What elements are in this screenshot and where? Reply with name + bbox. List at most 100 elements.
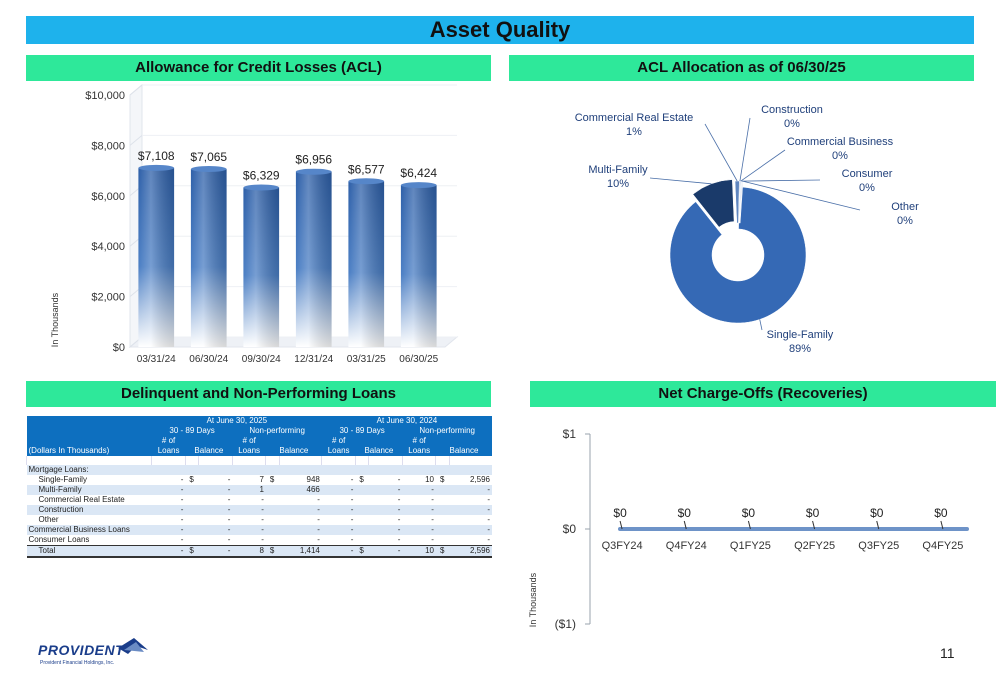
table-cell — [265, 495, 280, 505]
table-cell — [355, 485, 369, 495]
donut-label-pct: 0% — [897, 215, 913, 227]
table-cell: - — [368, 525, 403, 535]
table-cell: 948 — [279, 475, 322, 485]
bar-data-label: $6,424 — [400, 166, 437, 180]
table-row: Single-Family - $ -7 $948- $ -10 $2,596 — [26, 475, 492, 485]
header-num-of: # of — [151, 436, 186, 446]
row-label: Commercial Business Loans — [26, 525, 152, 535]
table-cell — [265, 535, 280, 546]
table-row: Other - - - - - - - - — [26, 515, 492, 525]
header-num-of: # of — [402, 436, 436, 446]
table-cell: - — [151, 495, 186, 505]
header-balance: Balance — [355, 446, 403, 456]
table-cell: $ — [265, 545, 280, 558]
table-cell — [185, 485, 199, 495]
table-cell — [185, 525, 199, 535]
donut-leader-line — [759, 319, 763, 331]
bar-06/30/25 — [400, 182, 437, 347]
table-cell — [355, 515, 369, 525]
row-label: Multi-Family — [26, 485, 152, 495]
table-row: Commercial Real Estate - - - - - - - - — [26, 495, 492, 505]
page-title: Asset Quality — [26, 16, 974, 44]
x-tick-label: Q2FY25 — [794, 540, 835, 552]
table-cell — [355, 505, 369, 515]
data-label-leader — [683, 520, 687, 530]
bar-shading — [243, 187, 280, 347]
delinquent-section-header: Delinquent and Non-Performing Loans — [26, 381, 491, 407]
donut-leader-line — [740, 149, 786, 182]
table-cell — [435, 535, 450, 546]
header-np-2024: Non-performing — [402, 426, 492, 436]
table-cell: - — [321, 505, 356, 515]
table-cell: - — [449, 525, 492, 535]
table-cell: 2,596 — [449, 475, 492, 485]
bar-data-label: $7,108 — [138, 149, 175, 163]
header-loans: Loans — [232, 446, 266, 456]
table-cell: - — [449, 515, 492, 525]
table-cell: $ — [435, 475, 450, 485]
table-cell — [265, 505, 280, 515]
table-cell: - — [402, 505, 436, 515]
table-cell: 2,596 — [449, 545, 492, 558]
bar-data-label: $7,065 — [190, 150, 227, 164]
table-cell — [435, 485, 450, 495]
table-cell: - — [198, 505, 233, 515]
table-cell: $ — [435, 545, 450, 558]
table-cell: - — [402, 485, 436, 495]
donut-leader-line — [649, 177, 712, 185]
table-cell: - — [321, 475, 356, 485]
table-row: Commercial Business Loans - - - - - - - - — [26, 525, 492, 535]
table-cell — [435, 525, 450, 535]
header-num-of: # of — [321, 436, 356, 446]
table-cell: - — [279, 535, 322, 546]
donut-label-pct: 89% — [789, 343, 811, 355]
provident-logo: PROVIDENT Provident Financial Holdings, … — [38, 634, 158, 668]
bar-data-label: $6,329 — [243, 169, 280, 183]
donut-leader-line — [739, 117, 751, 182]
logo-subtitle: Provident Financial Holdings, Inc. — [40, 660, 115, 666]
table-cell: - — [321, 525, 356, 535]
header-loans: Loans — [402, 446, 436, 456]
table-cell: - — [151, 545, 186, 558]
table-cell: - — [198, 525, 233, 535]
table-cell: $ — [185, 475, 199, 485]
row-label: Total — [26, 545, 152, 558]
table-cell: - — [198, 515, 233, 525]
table-cell: - — [232, 515, 266, 525]
table-cell — [185, 495, 199, 505]
bar-09/30/24 — [243, 184, 280, 347]
donut-label-pct: 0% — [859, 182, 875, 194]
header-loans: Loans — [151, 446, 186, 456]
delinquent-table: At June 30, 2025 At June 30, 2024 30 - 8… — [25, 416, 492, 558]
table-cell: - — [198, 545, 233, 558]
acl-allocation-donut: Single-Family 89% Multi-Family 10% Commercia… — [575, 104, 919, 355]
table-cell: - — [151, 485, 186, 495]
table-cell — [355, 535, 369, 546]
table-cell: - — [279, 495, 322, 505]
x-tick-label: 09/30/24 — [242, 354, 281, 365]
acl-bar-chart: $0 $2,000 $4,000 $6,000 $8,000 $10,000 $7,108 0… — [50, 83, 459, 365]
line-data-label: $0 — [678, 506, 692, 520]
header-balance: Balance — [265, 446, 322, 456]
table-cell — [435, 515, 450, 525]
table-cell: - — [198, 475, 233, 485]
data-label-leader — [812, 520, 816, 530]
line-data-label: $0 — [613, 506, 627, 520]
x-tick-label: 06/30/25 — [399, 354, 438, 365]
header-group-2025: At June 30, 2025 — [151, 416, 322, 426]
acl-section-header: Allowance for Credit Losses (ACL) — [26, 55, 491, 81]
table-row: Construction - - - - - - - - — [26, 505, 492, 515]
nco-line-chart: ($1) $0 $1 $0 Q3FY24 $0 Q4FY24 $0 Q1FY25 $0 Q2FY2… — [528, 427, 969, 631]
row-label: Consumer Loans — [26, 535, 152, 546]
table-cell: - — [321, 545, 356, 558]
y-tick-label: $0 — [113, 342, 125, 354]
table-cell: - — [449, 485, 492, 495]
table-cell: - — [151, 525, 186, 535]
bar-shading — [400, 185, 437, 347]
bar-cap — [348, 178, 385, 185]
y-tick-label: $1 — [563, 427, 577, 441]
gridline — [129, 135, 143, 146]
header-30-89-2025: 30 - 89 Days — [151, 426, 233, 436]
table-total-row: Total - $ -8 $1,414- $ -10 $2,596 — [26, 545, 492, 558]
table-cell: - — [449, 505, 492, 515]
